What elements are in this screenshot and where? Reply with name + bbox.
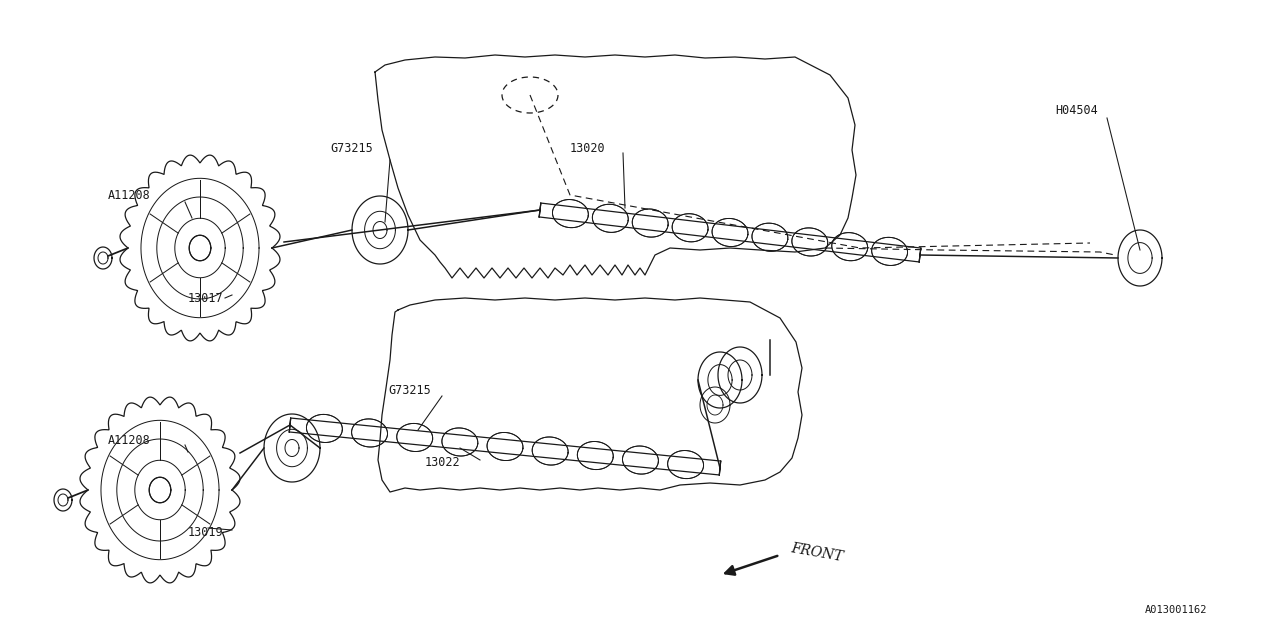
- Text: G73215: G73215: [330, 141, 372, 154]
- Polygon shape: [150, 477, 170, 503]
- Text: G73215: G73215: [388, 383, 431, 397]
- Text: A013001162: A013001162: [1146, 605, 1207, 615]
- Text: FRONT: FRONT: [790, 541, 845, 564]
- Text: A11208: A11208: [108, 433, 151, 447]
- Text: A11208: A11208: [108, 189, 151, 202]
- Text: H04504: H04504: [1055, 104, 1098, 116]
- Text: 13020: 13020: [570, 141, 605, 154]
- Polygon shape: [189, 236, 211, 260]
- Text: 13017: 13017: [188, 291, 224, 305]
- Text: 13019: 13019: [188, 525, 224, 538]
- Text: 13022: 13022: [425, 456, 461, 468]
